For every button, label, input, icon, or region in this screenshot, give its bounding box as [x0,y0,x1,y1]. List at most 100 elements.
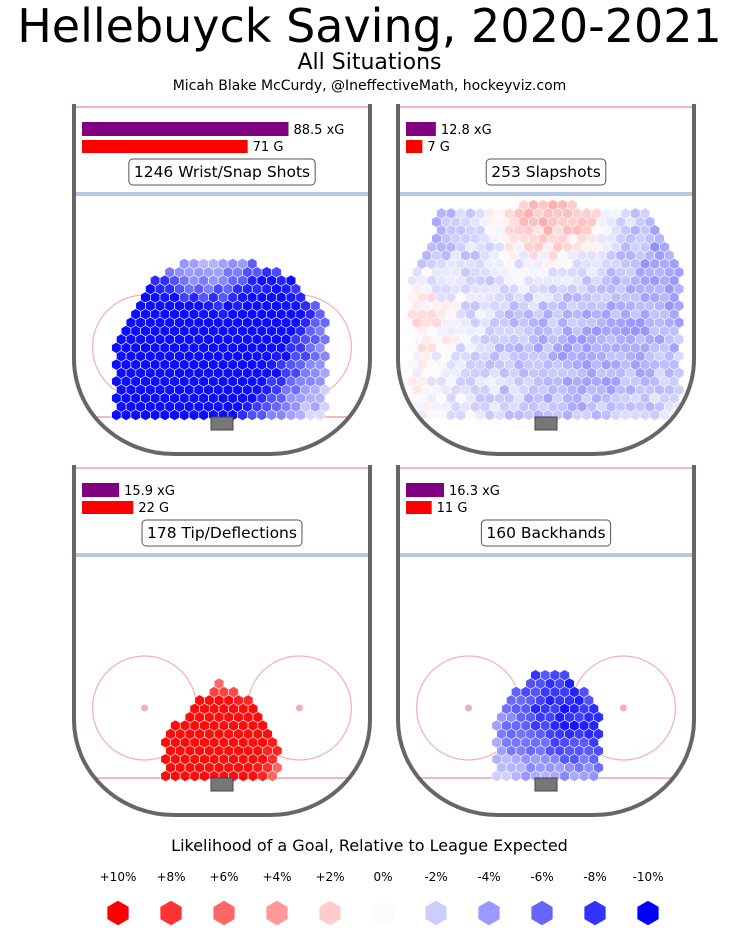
legend-hex [319,900,341,926]
heatmap-hex [494,207,505,220]
faceoff-dot-left [141,704,149,712]
heatmap-hex [227,257,238,270]
legend: +10% +8% +6% +4% +2% 0% -2% -4% -6% -8% -10% [100,870,664,926]
chart-credit: Micah Blake McCurdy, @IneffectiveMath, h… [172,78,567,94]
heatmap-hex [228,686,239,698]
panel-tip-deflections: 15.9 xG 22 G 178 Tip/Deflections [72,465,372,817]
heatmap-hex [530,669,541,682]
legend-label: 0% [373,870,392,884]
heatmap-hex [591,207,602,220]
chart-title: Hellebuyck Saving, 2020-2021 [17,0,722,53]
shot-type-label-box [141,519,303,547]
goal-bar-label: 7 G [427,140,449,155]
legend-label: +8% [156,870,185,884]
legend-hex [266,900,288,926]
heatmap-hex [547,199,558,211]
rink-boards [396,465,696,817]
legend-hex [213,900,235,926]
legend-label: -2% [424,870,447,884]
legend-hex [531,900,553,926]
xg-bar [406,122,436,136]
rink-boards [72,465,372,817]
heatmap-hex [475,207,486,220]
rink-svg: 88.5 xG 71 G 1246 Wrist/Snap Shots [72,104,372,456]
heatmap-hex [285,274,297,287]
heatmap-hex [247,257,258,270]
faceoff-dot-right [295,704,303,712]
shot-type-label: 1246 Wrist/Snap Shots [134,163,310,181]
panel-slapshots: 12.8 xG 7 G 253 Slapshots [396,104,696,456]
heatmap-hex [518,199,529,211]
shot-type-label-box [480,519,612,547]
xg-bar-label: 15.9 xG [124,484,175,499]
goal-bar [406,140,423,153]
legend-label: -4% [477,870,500,884]
legend-hex [107,900,129,926]
heatmap-hex [179,257,190,270]
legend-label: +2% [315,870,344,884]
heatmap-hex [198,257,209,270]
legend-label: -10% [632,870,663,884]
heatmap-hex [601,207,612,220]
heatmap-hex [581,207,592,220]
heatmap-hex [504,207,515,220]
heatmap-hex [188,257,200,270]
heatmap-hex [557,199,568,211]
heatmap-hex [436,207,447,220]
goal-bar-label: 22 G [138,501,169,516]
rink-svg: 12.8 xG 7 G 253 Slapshots [396,104,696,456]
xg-bar [82,483,120,497]
heatmap-hex [150,274,161,287]
faceoff-dot-right [619,704,627,712]
heatmap-hexes [491,669,604,782]
legend-label: -6% [530,870,553,884]
legend-hex [425,900,447,926]
heatmap-hex [237,257,248,270]
goal-bar [82,140,248,153]
legend-hex [584,900,606,926]
heatmap-hex [310,299,321,312]
heatmap-hex [484,207,495,220]
faceoff-dot-left [465,704,473,712]
heatmap-hex [455,207,466,220]
shot-type-label-box [128,158,316,186]
heatmap-hexes [160,677,283,782]
shot-type-label: 178 Tip/Deflections [147,524,297,542]
heatmap-hex [540,669,551,682]
heatmap-hex [170,719,181,732]
heatmap-hex [271,266,282,279]
legend-hex [160,900,182,926]
legend-label: +4% [262,870,291,884]
heatmap-hex [465,207,476,220]
rink-svg: 15.9 xG 22 G 178 Tip/Deflections [72,465,372,817]
rink-svg: 16.3 xG 11 G 160 Backhands [396,465,696,817]
heatmap-hex [528,199,539,211]
goal-bar [82,501,134,514]
heatmap-hex [578,686,590,698]
goal-bar-label: 71 G [253,140,284,155]
heatmap-hex [213,677,225,690]
heatmap-hex [445,207,457,220]
heatmap-hexes [111,257,331,421]
heatmap-hex [620,207,631,220]
heatmap-hex [208,257,219,270]
panel-wrist-snap: 88.5 xG 71 G 1246 Wrist/Snap Shots [72,104,372,456]
shot-type-label: 160 Backhands [486,524,605,542]
goal-net [210,416,234,431]
heatmap-hexes [407,199,685,421]
heatmap-hex [567,199,578,211]
heatmap-hex [630,207,641,220]
legend-hex [478,900,500,926]
heatmap-hex [549,669,561,682]
heatmap-hex [538,199,549,211]
legend-label: -8% [583,870,606,884]
goal-bar-label: 11 G [437,501,468,516]
legend-hex [372,900,394,926]
xg-bar-label: 12.8 xG [441,123,492,138]
legend-title: Likelihood of a Goal, Relative to League… [171,836,568,855]
xg-bar [406,483,445,497]
legend-label: +10% [100,870,137,884]
heatmap-hex [194,694,205,707]
goal-net [210,777,234,792]
panel-backhands: 16.3 xG 11 G 160 Backhands [396,465,696,817]
